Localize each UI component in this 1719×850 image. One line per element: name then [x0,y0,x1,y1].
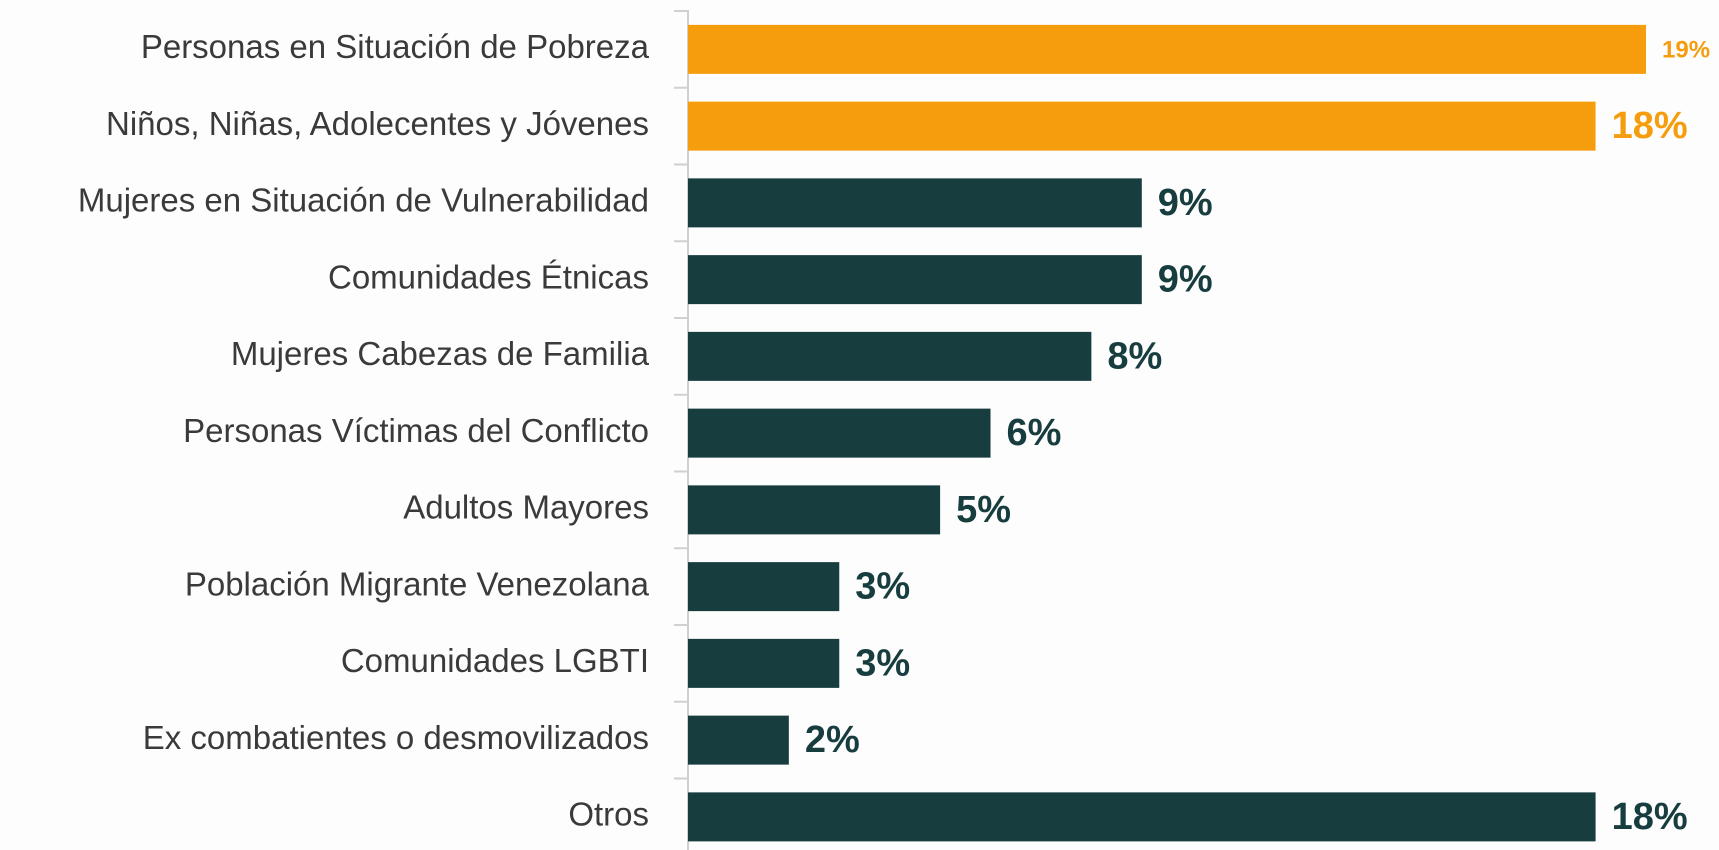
category-label: Comunidades LGBTI [341,642,649,679]
category-label: Personas Víctimas del Conflicto [183,412,649,449]
value-label: 18% [1612,105,1688,147]
value-label: 9% [1158,259,1213,301]
bar [688,792,1596,841]
value-label: 3% [855,642,910,684]
value-label: 6% [1007,412,1062,454]
bar [688,25,1646,74]
value-label: 5% [956,489,1011,531]
chart: Personas en Situación de Pobreza 19% Niños… [0,0,1719,850]
category-label: Mujeres en Situación de Vulnerabilidad [78,182,649,219]
bar [688,639,839,688]
bar [688,409,991,458]
bar [688,716,789,765]
bar [688,332,1091,381]
bar [688,255,1142,304]
value-label: 3% [855,566,910,608]
category-label: Ex combatientes o desmovilizados [143,719,649,756]
category-label: Mujeres Cabezas de Familia [231,335,650,372]
category-label: Otros [568,796,649,833]
value-label: 9% [1158,182,1213,224]
value-label: 18% [1612,796,1688,838]
category-label: Adultos Mayores [403,489,649,526]
value-label: 8% [1107,335,1162,377]
bar [688,102,1596,151]
category-label: Niños, Niñas, Adolecentes y Jóvenes [106,105,649,142]
bar [688,562,839,611]
bar [688,178,1142,227]
category-label: Personas en Situación de Pobreza [141,28,650,65]
category-label: Población Migrante Venezolana [185,565,650,602]
category-label: Comunidades Étnicas [328,258,649,295]
bar [688,485,940,534]
value-label: 2% [805,719,860,761]
value-label: 19% [1662,37,1710,64]
